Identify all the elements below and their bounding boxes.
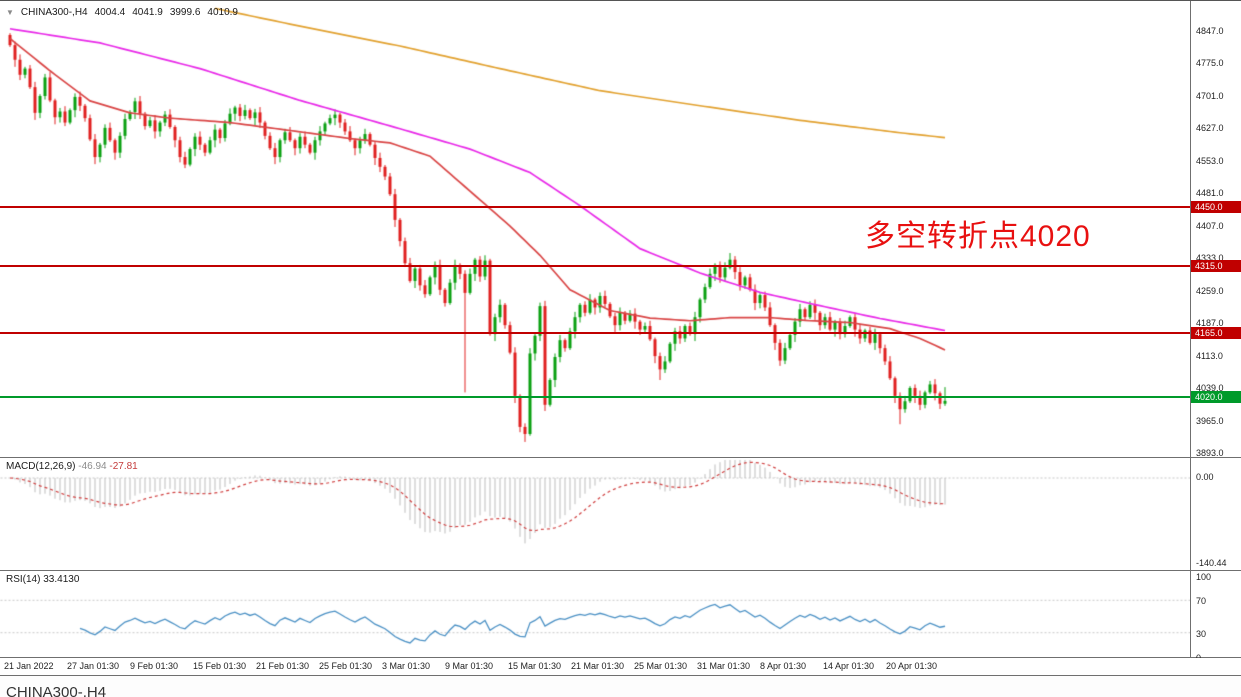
rsi-label: RSI(14) 33.4130 xyxy=(6,574,80,585)
chart-title: ▼ CHINA300-,H4 4004.4 4041.9 3999.6 4010… xyxy=(6,7,240,18)
time-axis-label: 20 Apr 01:30 xyxy=(886,661,938,671)
rsi-axis-label: 100 xyxy=(1196,572,1212,582)
ohlc-high: 4041.9 xyxy=(132,7,163,18)
macd-label: MACD(12,26,9) -46.94 -27.81 xyxy=(6,461,138,472)
time-axis-label: 21 Mar 01:30 xyxy=(571,661,625,671)
time-axis-label: 9 Mar 01:30 xyxy=(445,661,494,671)
price-axis-label: 4259.0 xyxy=(1196,286,1224,297)
price-plot[interactable]: ▼ CHINA300-,H4 4004.4 4041.9 3999.6 4010… xyxy=(0,1,1190,457)
rsi-panel: RSI(14) 33.4130 10070300 xyxy=(0,571,1241,663)
time-axis-label: 21 Feb 01:30 xyxy=(256,661,310,671)
price-canvas[interactable] xyxy=(0,1,1190,457)
time-axis-label: 15 Feb 01:30 xyxy=(193,661,247,671)
price-tag-4315: 4315.0 xyxy=(1191,260,1241,273)
price-axis-label: 4847.0 xyxy=(1196,25,1224,36)
price-axis-label: 4627.0 xyxy=(1196,123,1224,134)
macd-axis-zero: 0.00 xyxy=(1196,472,1214,482)
macd-panel: MACD(12,26,9) -46.94 -27.81 0.00 -140.44 xyxy=(0,458,1241,571)
chart-tab[interactable]: CHINA300-,H4 xyxy=(6,684,107,697)
macd-axis-min: -140.44 xyxy=(1196,558,1227,568)
price-axis-label: 4113.0 xyxy=(1196,350,1223,361)
rsi-axis-label: 30 xyxy=(1196,628,1207,639)
price-panel: ▼ CHINA300-,H4 4004.4 4041.9 3999.6 4010… xyxy=(0,1,1241,458)
ohlc-low: 3999.6 xyxy=(169,7,201,18)
time-axis-label: 25 Mar 01:30 xyxy=(634,661,688,671)
price-axis-label: 3893.0 xyxy=(1196,448,1224,458)
hline-4315[interactable] xyxy=(0,265,1190,268)
rsi-axis[interactable]: 10070300 xyxy=(1190,571,1241,663)
price-tag-4450: 4450.0 xyxy=(1191,200,1241,213)
hline-4450[interactable] xyxy=(0,205,1190,208)
price-axis[interactable]: 4847.0 4775.0 4701.0 4627.0 4553.0 4481.0 4407… xyxy=(1190,1,1241,458)
rsi-canvas[interactable] xyxy=(0,571,1190,657)
rsi-axis-label: 70 xyxy=(1196,596,1207,607)
time-axis-label: 15 Mar 01:30 xyxy=(508,661,562,671)
macd-axis[interactable]: 0.00 -140.44 xyxy=(1190,458,1241,570)
collapse-chart-icon[interactable]: ▼ xyxy=(6,8,14,17)
ohlc-close: 4010.9 xyxy=(207,7,238,18)
ohlc-open: 4004.4 xyxy=(94,7,126,18)
time-axis-label: 27 Jan 01:30 xyxy=(67,661,120,671)
time-axis[interactable]: 21 Jan 2022 27 Jan 01:30 9 Feb 01:30 15 Feb… xyxy=(0,658,1241,676)
time-axis-label: 9 Feb 01:30 xyxy=(130,661,179,671)
hline-4165[interactable] xyxy=(0,331,1190,334)
macd-canvas[interactable] xyxy=(0,458,1190,570)
macd-plot[interactable]: MACD(12,26,9) -46.94 -27.81 xyxy=(0,458,1190,570)
time-axis-label: 31 Mar 01:30 xyxy=(697,661,751,671)
macd-main-value: -46.94 xyxy=(78,461,107,472)
price-axis-label: 4481.0 xyxy=(1196,187,1224,198)
price-axis-label: 4039.0 xyxy=(1196,383,1224,394)
time-axis-label: 25 Feb 01:30 xyxy=(319,661,373,671)
macd-signal-value: -27.81 xyxy=(109,461,138,472)
price-axis-label: 4333.0 xyxy=(1196,253,1224,264)
time-axis-label: 8 Apr 01:30 xyxy=(760,661,807,671)
price-axis-label: 4701.0 xyxy=(1196,90,1224,101)
price-axis-label: 4407.0 xyxy=(1196,220,1224,231)
price-axis-label: 4187.0 xyxy=(1196,317,1224,328)
pivot-annotation-text[interactable]: 多空转折点4020 xyxy=(865,220,1091,253)
symbol-timeframe-label: CHINA300-,H4 xyxy=(20,7,88,18)
time-axis-label: 14 Apr 01:30 xyxy=(823,661,875,671)
price-tag-4165: 4165.0 xyxy=(1191,326,1241,339)
hline-4020[interactable] xyxy=(0,395,1190,398)
price-axis-label: 4553.0 xyxy=(1196,156,1224,167)
bottom-tab-bar: CHINA300-,H4 xyxy=(0,676,1241,697)
price-axis-label: 3965.0 xyxy=(1196,416,1224,427)
rsi-plot[interactable]: RSI(14) 33.4130 xyxy=(0,571,1190,657)
rsi-value: 33.4130 xyxy=(43,574,80,585)
time-axis-label: 21 Jan 2022 xyxy=(4,661,54,671)
price-axis-label: 4775.0 xyxy=(1196,57,1224,68)
time-axis-label: 3 Mar 01:30 xyxy=(382,661,431,671)
price-tag-4020: 4020.0 xyxy=(1191,390,1241,403)
